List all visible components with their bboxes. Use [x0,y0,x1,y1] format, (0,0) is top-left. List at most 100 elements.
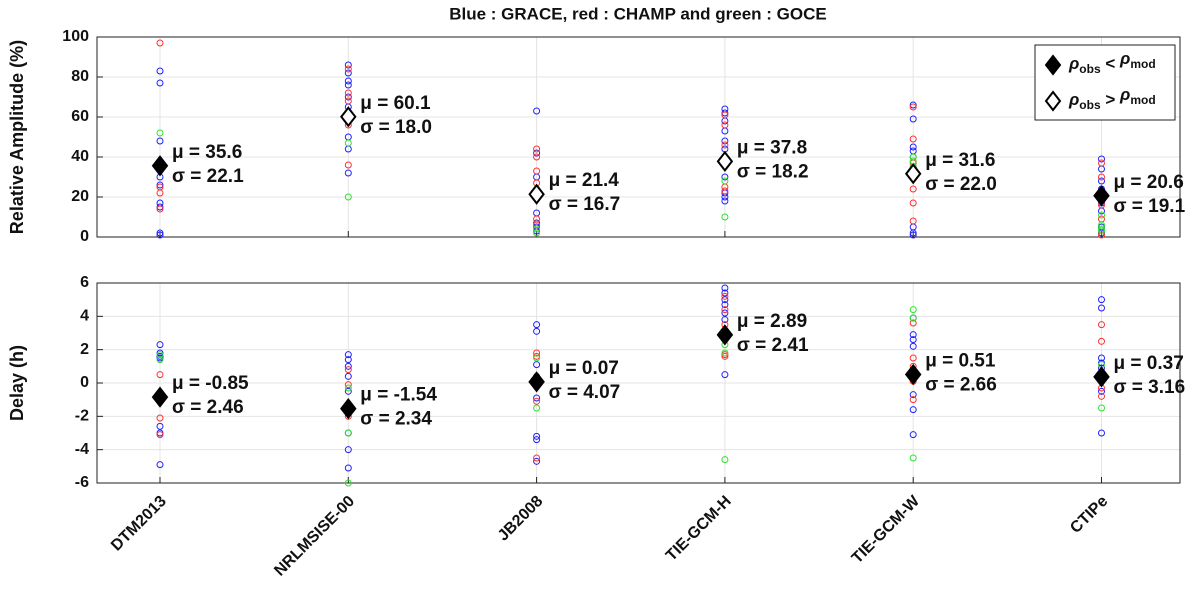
data-point [344,366,352,374]
data-point [1098,354,1105,362]
data-point [721,292,729,300]
data-point [721,349,729,357]
data-point [156,341,164,349]
data-point [909,101,917,109]
data-point [533,327,541,335]
legend-box [1034,44,1176,121]
data-point [533,354,541,362]
data-point [344,93,352,101]
data-point [156,414,164,422]
mean-marker [151,155,169,177]
mean-marker [151,386,169,408]
data-point [156,356,164,364]
y-tick-label: 20 [71,188,89,205]
data-point [344,161,352,169]
data-point [533,225,541,233]
y-tick-label: 2 [80,341,89,358]
y-tick-label: 40 [71,148,89,165]
std-label: σ = 4.07 [549,382,621,403]
mean-label: μ = 37.8 [737,137,807,158]
figure-title: Blue : GRACE, red : CHAMP and green : GO… [449,4,827,23]
std-label: σ = 22.0 [925,174,997,195]
data-point [533,361,541,369]
data-point [156,351,164,359]
data-point [909,396,917,404]
mean-label: μ = 31.6 [925,150,995,171]
data-point [1098,227,1105,235]
data-point [344,89,352,97]
data-point [533,167,541,175]
std-label: σ = 2.34 [360,409,432,430]
data-point [344,464,352,472]
data-point [721,296,729,304]
data-point [721,121,729,129]
mean-marker [340,106,357,128]
data-point [721,301,729,309]
data-point [1098,155,1105,163]
data-point [344,97,352,105]
std-label: σ = 2.46 [172,397,244,418]
legend-label: ρobs < ρmod [1068,49,1156,76]
legend-marker [1044,54,1062,76]
data-point [721,141,729,149]
mean-label: μ = -0.85 [172,373,249,394]
y-tick-label: 80 [71,68,89,85]
mean-marker [340,398,357,420]
std-label: σ = 2.66 [925,375,997,396]
data-point [533,436,541,444]
data-point [344,169,352,177]
std-label: σ = 3.16 [1114,377,1186,398]
std-label: σ = 18.0 [360,117,432,138]
data-point [909,115,917,123]
legend-text: > [1101,90,1120,109]
y-tick-label: -2 [75,408,89,425]
data-point [1098,173,1105,181]
legend-subscript: mod [1130,57,1155,71]
mean-marker [528,183,545,205]
data-point [344,139,352,147]
data-point [721,284,729,292]
data-point [344,362,352,370]
data-point [533,349,541,357]
data-point [344,356,352,364]
legend-text: ρ [1068,90,1079,109]
data-point [909,331,917,339]
data-point [156,203,164,211]
mean-marker [904,363,922,386]
mean-marker [1093,185,1110,207]
data-point [344,479,352,487]
mean-label: μ = 2.89 [737,311,807,332]
mean-label: μ = 35.6 [172,142,242,163]
axes-frame [96,282,1181,484]
data-point [344,446,352,454]
data-point [533,394,541,402]
y-axis-label: Relative Amplitude (%) [7,40,27,234]
data-point [533,149,541,157]
data-point [344,429,352,437]
data-point [156,137,164,145]
mean-label: μ = 0.07 [549,358,619,379]
data-point [533,221,541,229]
data-point [909,153,917,161]
legend-subscript: obs [1079,98,1101,112]
data-point [344,65,352,73]
y-tick-label: 0 [80,374,89,391]
data-point [1098,296,1105,304]
legend-subscript: obs [1079,62,1101,76]
data-point [1098,404,1105,412]
data-point [721,109,729,117]
mean-label: μ = 0.37 [1114,353,1184,374]
y-tick-label: 100 [62,28,89,45]
data-point [909,319,917,327]
data-point [344,69,352,77]
data-point [1098,225,1105,233]
data-point [156,129,164,137]
data-point [721,187,729,195]
data-point [721,111,729,119]
mean-marker [716,150,734,173]
legend-marker [1044,90,1062,112]
data-point [909,199,917,207]
data-point [1098,337,1105,345]
data-point [909,217,917,225]
